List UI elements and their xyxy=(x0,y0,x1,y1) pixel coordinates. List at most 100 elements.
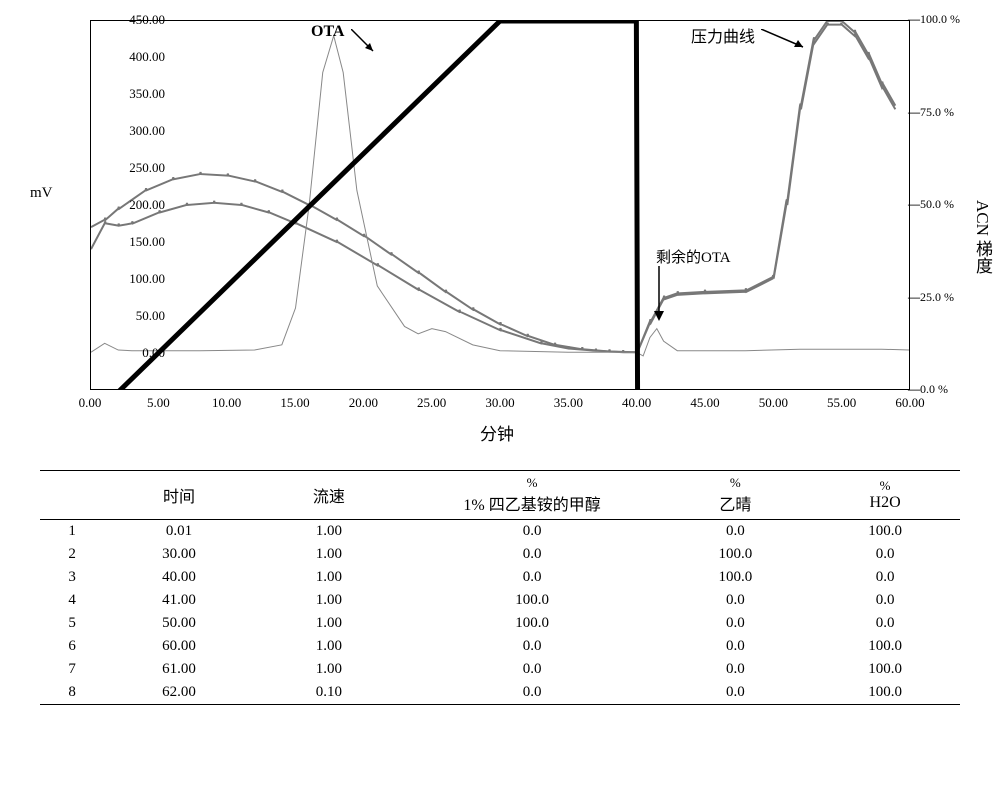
table-cell: 0.0 xyxy=(810,589,960,612)
table-cell: 4 xyxy=(40,589,104,612)
table-cell: 0.0 xyxy=(660,681,810,705)
x-tick: 30.00 xyxy=(480,395,520,411)
x-tick: 0.00 xyxy=(70,395,110,411)
table-cell: 100.0 xyxy=(404,612,661,635)
x-tick: 50.00 xyxy=(753,395,793,411)
col-acn: % 乙晴 xyxy=(660,471,810,520)
table-cell: 61.00 xyxy=(104,658,254,681)
table-cell: 8 xyxy=(40,681,104,705)
x-tick: 10.00 xyxy=(207,395,247,411)
x-tick: 35.00 xyxy=(548,395,588,411)
table-cell: 3 xyxy=(40,566,104,589)
table-cell: 0.0 xyxy=(660,612,810,635)
y-left-tick: 50.00 xyxy=(115,308,165,324)
x-tick: 25.00 xyxy=(412,395,452,411)
table-cell: 1.00 xyxy=(254,612,404,635)
x-tick: 60.00 xyxy=(890,395,930,411)
table-row: 761.001.000.00.0100.0 xyxy=(40,658,960,681)
residual-arrow-icon xyxy=(651,266,671,326)
table-cell: 100.0 xyxy=(810,681,960,705)
table-cell: 5 xyxy=(40,612,104,635)
table-cell: 2 xyxy=(40,543,104,566)
table-cell: 60.00 xyxy=(104,635,254,658)
table-cell: 0.0 xyxy=(404,520,661,544)
table-header-row: 时间 流速 % 1% 四乙基铵的甲醇 % 乙晴 % H2O xyxy=(40,471,960,520)
table-cell: 40.00 xyxy=(104,566,254,589)
pressure-arrow-icon xyxy=(761,29,811,54)
x-axis-label: 分钟 xyxy=(480,420,514,445)
table-cell: 0.10 xyxy=(254,681,404,705)
table-cell: 30.00 xyxy=(104,543,254,566)
chart-svg xyxy=(91,21,909,389)
x-tick: 15.00 xyxy=(275,395,315,411)
x-tick: 55.00 xyxy=(822,395,862,411)
table-cell: 7 xyxy=(40,658,104,681)
col-h2o: % H2O xyxy=(810,471,960,520)
y-left-tick: 250.00 xyxy=(115,160,165,176)
table-cell: 0.0 xyxy=(404,566,661,589)
y-left-tick: 350.00 xyxy=(115,86,165,102)
table-cell: 0.0 xyxy=(810,612,960,635)
y-left-tick: 100.00 xyxy=(115,271,165,287)
table-cell: 0.0 xyxy=(810,566,960,589)
table-cell: 62.00 xyxy=(104,681,254,705)
col-flow: 流速 xyxy=(254,471,404,520)
table-cell: 1 xyxy=(40,520,104,544)
y-left-tick: 300.00 xyxy=(115,123,165,139)
table-cell: 1.00 xyxy=(254,543,404,566)
table-cell: 100.0 xyxy=(810,658,960,681)
pressure-label: 压力曲线 xyxy=(691,23,755,47)
table-cell: 0.0 xyxy=(660,589,810,612)
table-cell: 0.0 xyxy=(810,543,960,566)
residual-label: 剩余的OTA xyxy=(656,246,731,267)
table-cell: 1.00 xyxy=(254,635,404,658)
y-right-tick: 25.0 % xyxy=(920,290,975,305)
table-row: 230.001.000.0100.00.0 xyxy=(40,543,960,566)
table-cell: 0.01 xyxy=(104,520,254,544)
col-index xyxy=(40,471,104,520)
table-row: 441.001.00100.00.00.0 xyxy=(40,589,960,612)
y-right-tick: 50.0 % xyxy=(920,197,975,212)
table-row: 862.000.100.00.0100.0 xyxy=(40,681,960,705)
table-cell: 0.0 xyxy=(660,658,810,681)
table-row: 550.001.00100.00.00.0 xyxy=(40,612,960,635)
gradient-table: 时间 流速 % 1% 四乙基铵的甲醇 % 乙晴 % H2O 10.011.000… xyxy=(40,470,960,705)
table-cell: 6 xyxy=(40,635,104,658)
table-cell: 1.00 xyxy=(254,589,404,612)
chromatogram-chart: mV ACN 梯度 分钟 OTA 压力曲线 剩余的OTA 0.0050.0010… xyxy=(10,10,990,450)
table-cell: 100.0 xyxy=(660,543,810,566)
x-tick: 20.00 xyxy=(343,395,383,411)
y-left-tick: 200.00 xyxy=(115,197,165,213)
table-row: 340.001.000.0100.00.0 xyxy=(40,566,960,589)
table-cell: 0.0 xyxy=(660,520,810,544)
y-left-axis-label: mV xyxy=(30,185,53,202)
plot-area: OTA 压力曲线 剩余的OTA xyxy=(90,20,910,390)
table-cell: 100.0 xyxy=(810,635,960,658)
table-cell: 50.00 xyxy=(104,612,254,635)
x-tick: 45.00 xyxy=(685,395,725,411)
table-cell: 100.0 xyxy=(810,520,960,544)
table-cell: 1.00 xyxy=(254,658,404,681)
col-time: 时间 xyxy=(104,471,254,520)
table-row: 660.001.000.00.0100.0 xyxy=(40,635,960,658)
table-row: 10.011.000.00.0100.0 xyxy=(40,520,960,544)
table-cell: 0.0 xyxy=(660,635,810,658)
table-cell: 0.0 xyxy=(404,635,661,658)
y-left-tick: 150.00 xyxy=(115,234,165,250)
y-left-tick: 450.00 xyxy=(115,12,165,28)
y-right-tick: 100.0 % xyxy=(920,12,975,27)
table-cell: 1.00 xyxy=(254,520,404,544)
ota-label: OTA xyxy=(311,23,344,41)
col-methanol: % 1% 四乙基铵的甲醇 xyxy=(404,471,661,520)
table-cell: 1.00 xyxy=(254,566,404,589)
table-cell: 41.00 xyxy=(104,589,254,612)
table-cell: 100.0 xyxy=(404,589,661,612)
y-left-tick: 400.00 xyxy=(115,49,165,65)
table-cell: 0.0 xyxy=(404,681,661,705)
x-tick: 5.00 xyxy=(138,395,178,411)
table-cell: 0.0 xyxy=(404,658,661,681)
ota-arrow-icon xyxy=(351,29,381,59)
table-cell: 100.0 xyxy=(660,566,810,589)
x-tick: 40.00 xyxy=(617,395,657,411)
y-left-tick: 0.00 xyxy=(115,345,165,361)
